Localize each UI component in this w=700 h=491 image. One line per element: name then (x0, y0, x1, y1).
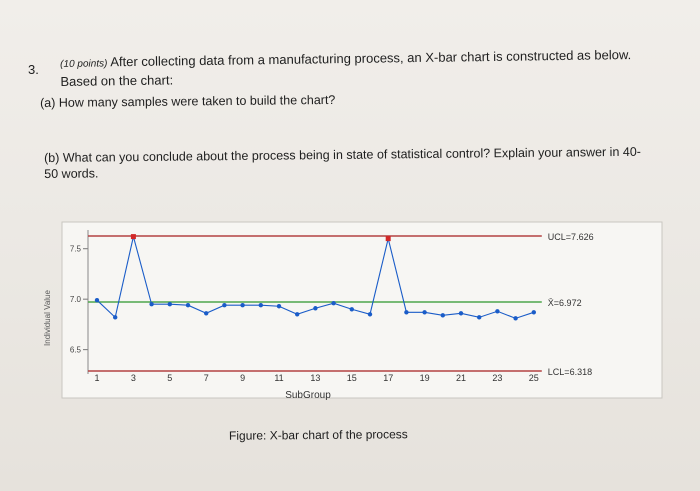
data-point (240, 303, 245, 308)
part-a-question: (a) How many samples were taken to build… (40, 92, 336, 110)
x-tick-label: 5 (167, 373, 172, 383)
data-point (149, 302, 154, 307)
data-point (331, 301, 336, 306)
y-tick-label: 7.5 (70, 245, 82, 254)
data-point (185, 303, 191, 308)
x-tick-label: 11 (274, 373, 283, 383)
x-tick-label: 23 (492, 373, 502, 383)
center-label: X̄=6.972 (548, 298, 582, 308)
x-tick-label: 9 (240, 373, 245, 383)
y-axis-label: Individual Value (43, 290, 52, 346)
data-point (258, 303, 263, 308)
question-text: (10 points) After collecting data from a… (60, 46, 660, 90)
chart-frame (61, 221, 663, 399)
data-point (513, 316, 518, 321)
figure-caption: Figure: X-bar chart of the process (228, 427, 408, 443)
x-tick-label: 17 (383, 373, 393, 383)
data-point (458, 311, 464, 316)
data-point (167, 302, 172, 307)
data-point (495, 309, 500, 314)
question-points: (10 points) (60, 58, 108, 70)
data-point (113, 315, 118, 320)
x-tick-label: 7 (204, 373, 209, 383)
question-body: After collecting data from a manufacturi… (60, 47, 632, 89)
lcl-label: LCL=6.318 (548, 367, 592, 377)
x-tick-label: 21 (456, 373, 466, 383)
data-point (349, 307, 354, 312)
data-point (94, 297, 100, 303)
data-point (204, 311, 209, 316)
question-number: 3. (28, 62, 39, 77)
data-point (422, 310, 427, 315)
x-tick-label: 15 (347, 373, 357, 383)
out-of-control-point (130, 234, 136, 240)
data-point (313, 306, 318, 311)
data-point (222, 303, 227, 308)
part-b-question: (b) What can you conclude about the proc… (44, 144, 641, 181)
x-axis-label: SubGroup (285, 390, 331, 401)
out-of-control-point (385, 236, 391, 242)
data-point (440, 313, 445, 318)
data-point (367, 312, 373, 317)
x-tick-label: 19 (420, 373, 430, 383)
y-tick-label: 7.0 (70, 295, 82, 304)
data-point (531, 310, 536, 315)
data-point (404, 310, 409, 315)
data-point (295, 312, 300, 317)
data-point (276, 304, 282, 309)
x-tick-label: 25 (529, 373, 539, 383)
ucl-label: UCL=7.626 (548, 232, 594, 242)
x-tick-label: 1 (94, 373, 99, 383)
y-tick-label: 6.5 (70, 346, 82, 355)
x-tick-label: 3 (131, 373, 136, 383)
data-point (477, 315, 482, 320)
x-tick-label: 13 (310, 373, 320, 383)
